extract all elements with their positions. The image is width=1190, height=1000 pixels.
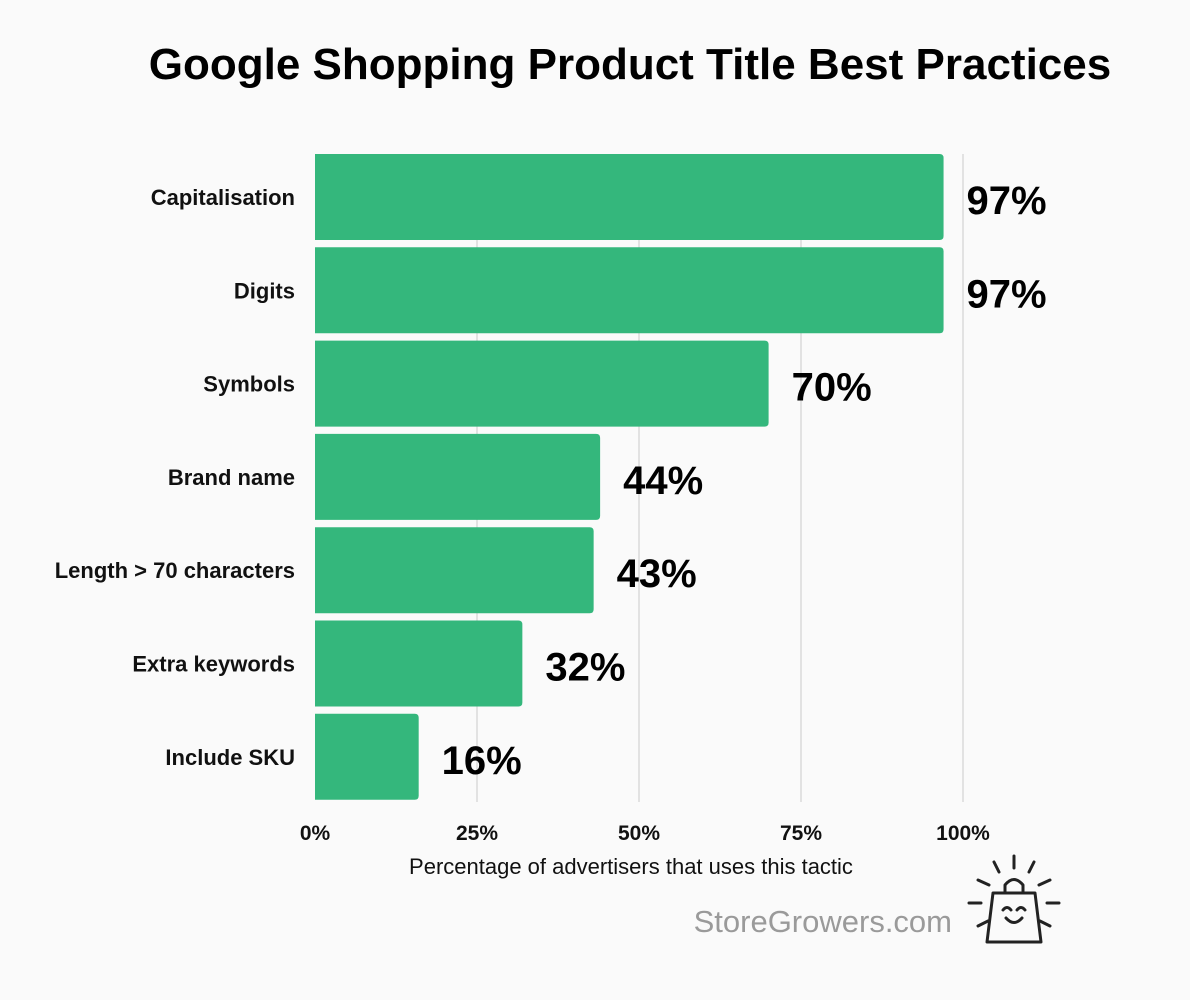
value-labels: 97% 97% 70% 44% 43% 32% 16% bbox=[442, 179, 1047, 783]
category-label: Digits bbox=[234, 278, 295, 303]
category-label: Brand name bbox=[168, 465, 295, 490]
data-label: 70% bbox=[792, 366, 872, 410]
chart-title: Google Shopping Product Title Best Pract… bbox=[149, 40, 1111, 89]
bar bbox=[315, 340, 769, 427]
x-tick-label: 25% bbox=[456, 822, 498, 845]
category-label: Length > 70 characters bbox=[55, 558, 295, 583]
category-label: Capitalisation bbox=[151, 185, 295, 210]
bar bbox=[315, 247, 944, 334]
shopping-bag-smiley-icon bbox=[967, 854, 1061, 944]
category-label: Extra keywords bbox=[132, 652, 295, 677]
bar bbox=[315, 527, 594, 614]
category-label: Include SKU bbox=[165, 745, 295, 770]
bar bbox=[315, 433, 601, 520]
data-label: 32% bbox=[545, 646, 625, 690]
x-tick-label: 0% bbox=[300, 822, 331, 845]
data-label: 97% bbox=[967, 179, 1047, 223]
data-label: 44% bbox=[623, 459, 703, 503]
brand-name: StoreGrowers.com bbox=[694, 904, 952, 939]
data-label: 16% bbox=[442, 739, 522, 783]
bar bbox=[315, 713, 419, 800]
data-label: 43% bbox=[617, 552, 697, 596]
bar bbox=[315, 154, 944, 240]
data-label: 97% bbox=[967, 272, 1047, 316]
x-tick-label: 75% bbox=[780, 822, 822, 845]
x-tick-label: 50% bbox=[618, 822, 660, 845]
x-axis-label: Percentage of advertisers that uses this… bbox=[409, 854, 853, 879]
x-tick-labels: 0% 25% 50% 75% 100% bbox=[300, 822, 990, 845]
category-label: Symbols bbox=[203, 372, 295, 397]
bars bbox=[315, 154, 944, 800]
bar bbox=[315, 620, 523, 707]
x-tick-label: 100% bbox=[936, 822, 990, 845]
category-labels: Capitalisation Digits Symbols Brand name Len… bbox=[55, 185, 295, 770]
